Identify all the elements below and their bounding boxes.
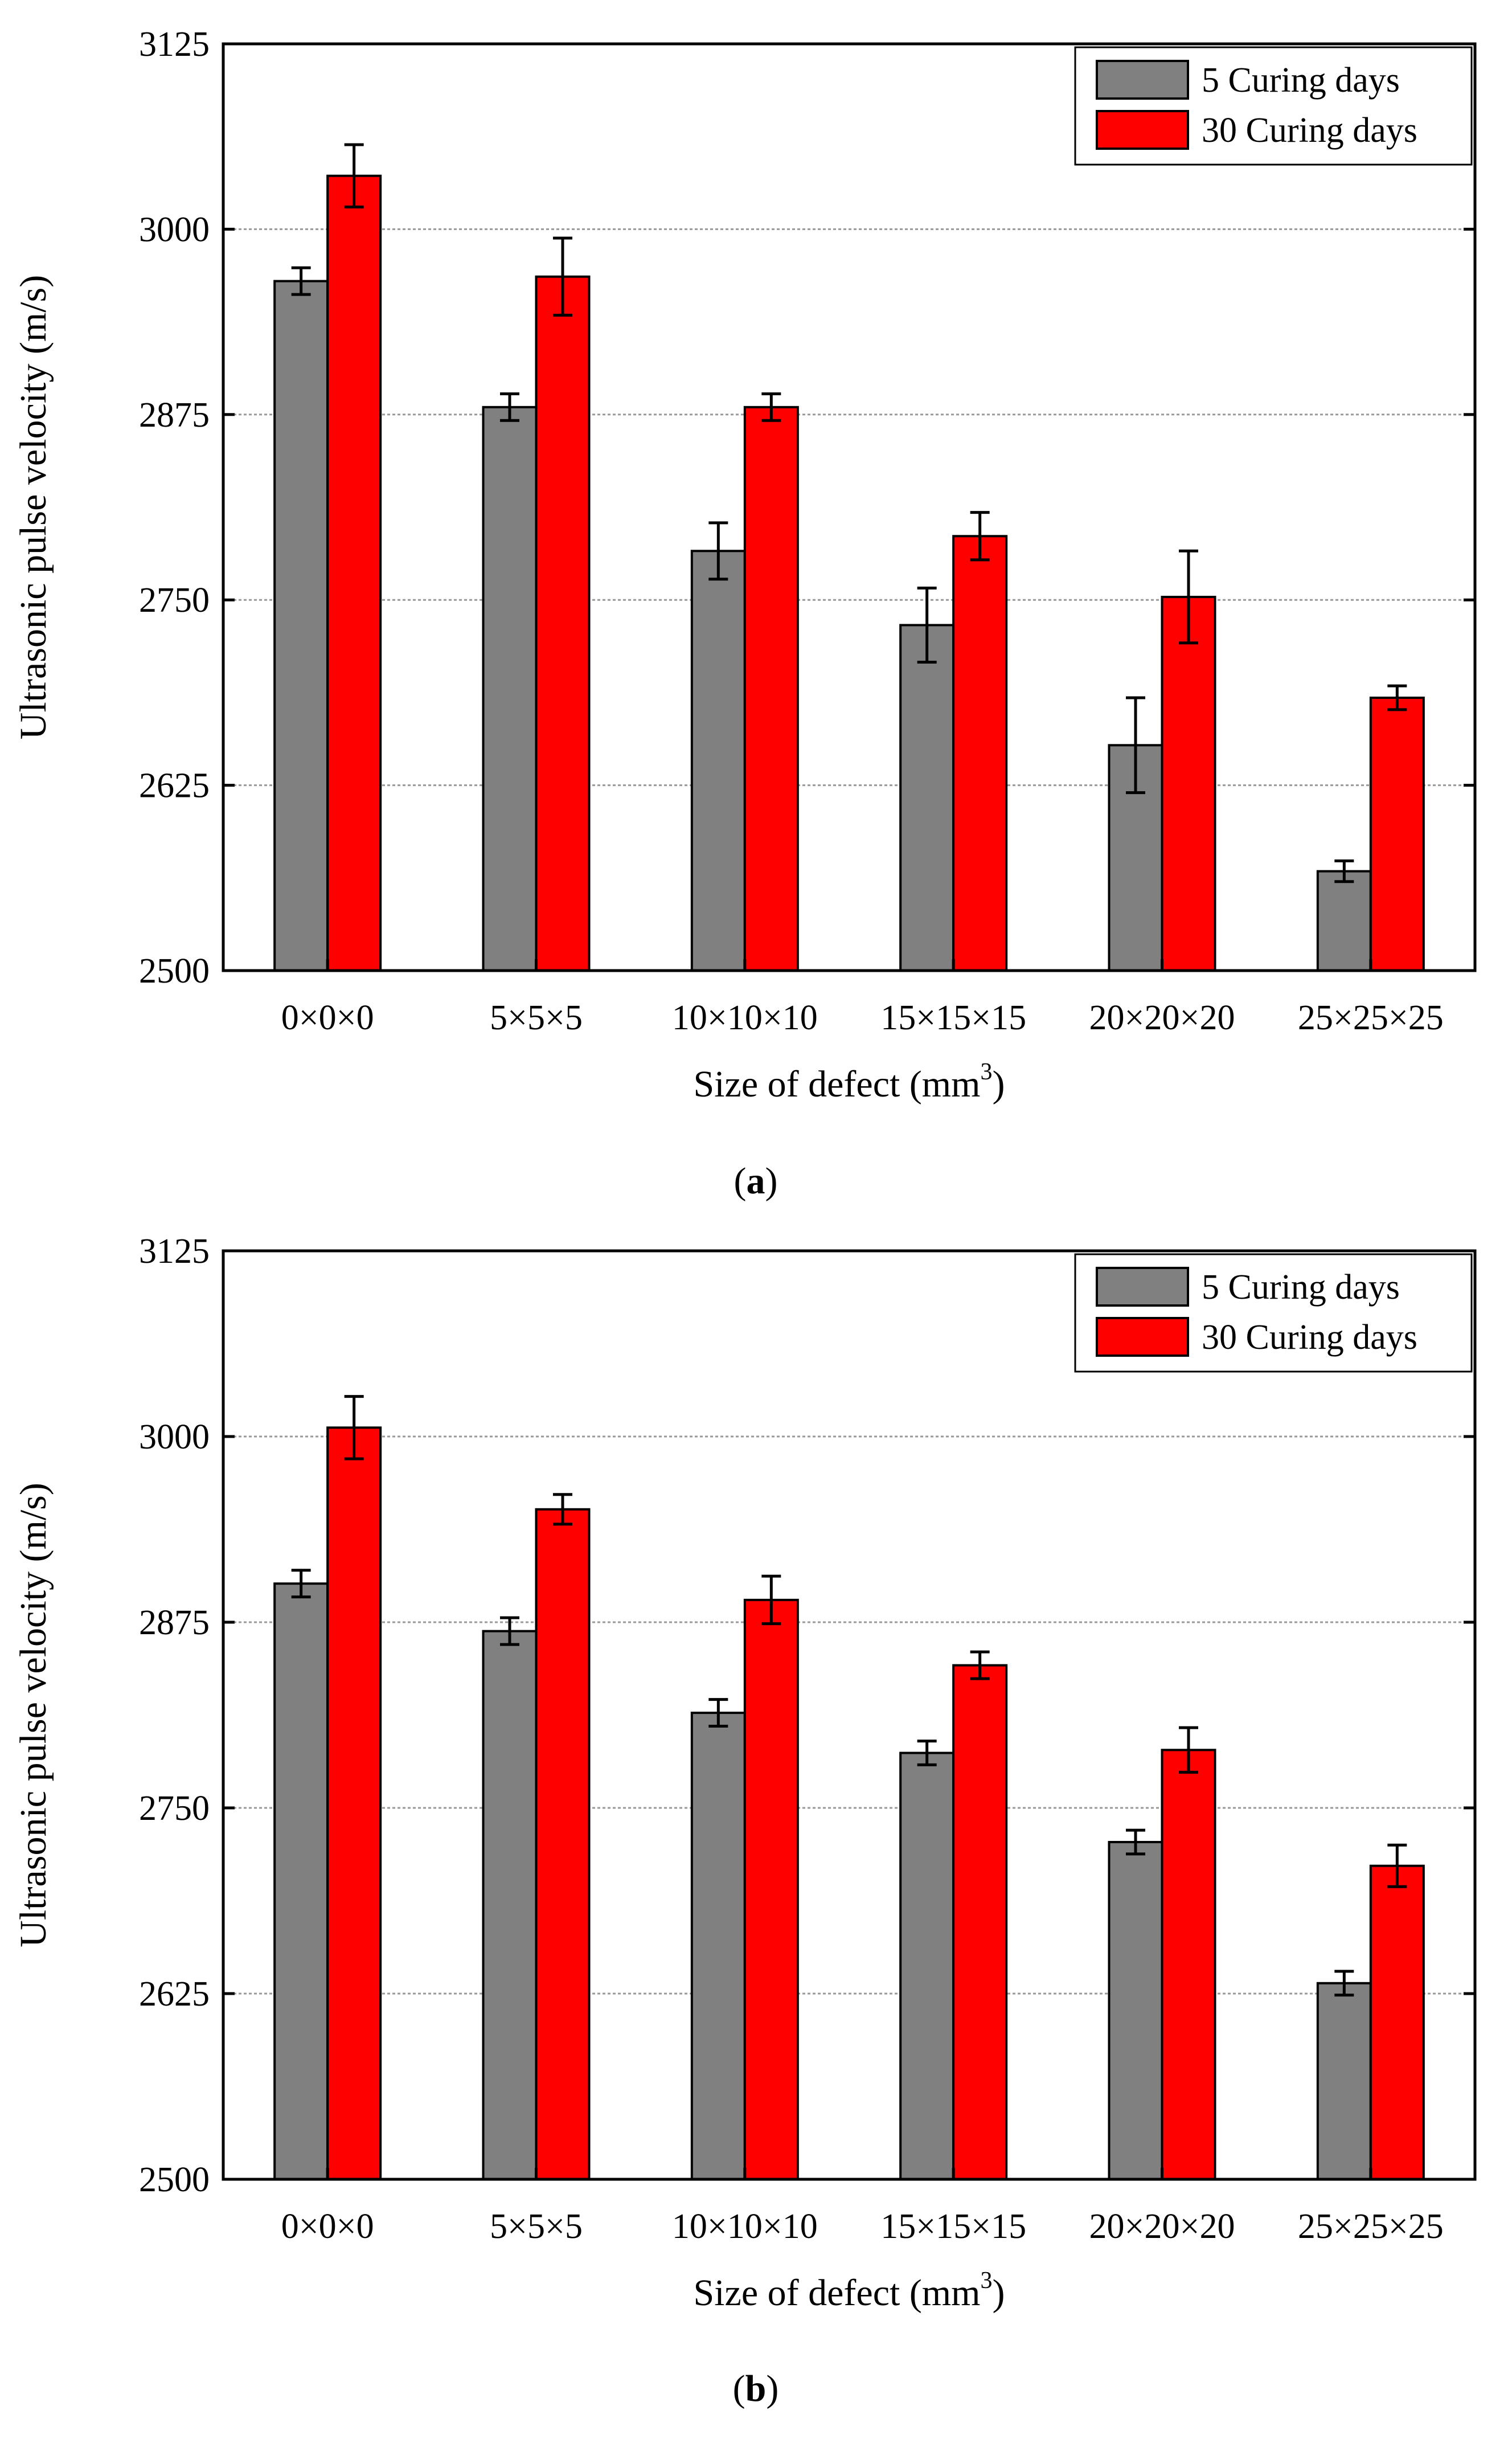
x-tick-label: 0×0×0 [281,2207,374,2246]
bar-30-days [1161,1749,1216,2181]
bar-5-days [1316,870,1372,972]
plot-frame [222,1249,1477,2181]
bar-5-days [690,550,746,972]
y-axis-title: Ultrasonic pulse velocity (m/s) [13,1483,54,1947]
bar-30-days [952,535,1008,972]
bar-30-days [743,406,799,972]
y-tick-label: 2875 [139,1603,210,1642]
bar-30-days [952,1664,1008,2181]
x-axis-title: Size of defect (mm3) [694,1059,1005,1105]
legend-swatch-30-days [1096,1317,1189,1357]
legend-swatch-5-days [1096,60,1189,100]
panel-label-letter: b [745,2368,767,2409]
bar-5-days [690,1712,746,2180]
x-axis-title-end: ) [992,1063,1005,1105]
bar-5-days [273,280,329,972]
bar-5-days [899,624,955,972]
x-tick-label: 20×20×20 [1089,2207,1235,2246]
x-tick-label: 25×25×25 [1298,2207,1444,2246]
bar-30-days [326,174,382,972]
legend-swatch-5-days [1096,1267,1189,1307]
plot-frame [222,42,1477,972]
y-tick-label: 3125 [139,25,210,64]
x-tick-label: 10×10×10 [672,2207,818,2246]
x-axis-title-sup: 3 [980,1059,992,1085]
x-tick-label: 5×5×5 [490,999,583,1037]
y-tick-label: 2500 [139,2160,210,2199]
x-tick-label: 10×10×10 [672,999,818,1037]
bar-30-days [743,1598,799,2180]
x-tick-label: 25×25×25 [1298,999,1444,1037]
bar-5-days [482,1630,538,2180]
bar-5-days [1316,1982,1372,2180]
x-axis-title: Size of defect (mm3) [694,2268,1005,2314]
x-tick-label: 15×15×15 [880,2207,1026,2246]
legend-label: 5 Curing days [1202,1268,1400,1307]
bar-30-days [535,1508,591,2180]
chart-panel-a: 2500 2625 2750 2875 3000 3125 0×0×0 5×5×5 10×10×… [13,25,1477,1202]
x-tick-label: 15×15×15 [880,999,1026,1037]
bar-5-days [482,406,538,972]
bar-5-days [1108,1840,1163,2180]
x-axis-title-main: Size of defect (mm [694,2272,981,2314]
x-tick-label: 0×0×0 [281,999,374,1037]
y-tick-label: 3000 [139,210,210,249]
panel-label-close: ) [766,2368,778,2409]
bar-5-days [899,1752,955,2180]
bar-30-days [1161,595,1216,972]
bar-5-days [273,1582,329,2180]
bar-30-days [535,275,591,972]
x-tick-label: 20×20×20 [1089,999,1235,1037]
y-tick-label: 3000 [139,1418,210,1456]
y-tick-label: 2875 [139,396,210,435]
legend-label: 30 Curing days [1202,1318,1417,1357]
y-tick-label: 3125 [139,1232,210,1271]
panel-label-open: ( [734,1160,747,1202]
panel-label: (b) [733,2368,779,2409]
panel-label-letter: a [747,1160,765,1202]
y-tick-label: 2500 [139,952,210,991]
panel-label: (a) [734,1160,778,1202]
y-tick-label: 2625 [139,767,210,805]
legend-swatch-30-days [1096,110,1189,150]
x-tick-label: 5×5×5 [490,2207,583,2246]
panel-label-open: ( [733,2368,745,2409]
x-axis-title-main: Size of defect (mm [694,1063,981,1105]
y-tick-label: 2625 [139,1975,210,2014]
y-axis-title: Ultrasonic pulse velocity (m/s) [13,275,54,740]
bar-30-days [1369,1864,1425,2180]
bar-30-days [1369,697,1425,972]
y-tick-label: 2750 [139,581,210,620]
panel-label-close: ) [765,1160,778,1202]
legend-label: 5 Curing days [1202,61,1400,100]
bar-30-days [326,1426,382,2180]
x-axis-title-end: ) [992,2272,1005,2314]
legend-label: 30 Curing days [1202,111,1417,150]
x-axis-title-sup: 3 [980,2268,992,2294]
chart-panel-b: 2500 2625 2750 2875 3000 3125 0×0×0 5×5×5 10×10×… [13,1232,1477,2409]
y-tick-label: 2750 [139,1789,210,1828]
